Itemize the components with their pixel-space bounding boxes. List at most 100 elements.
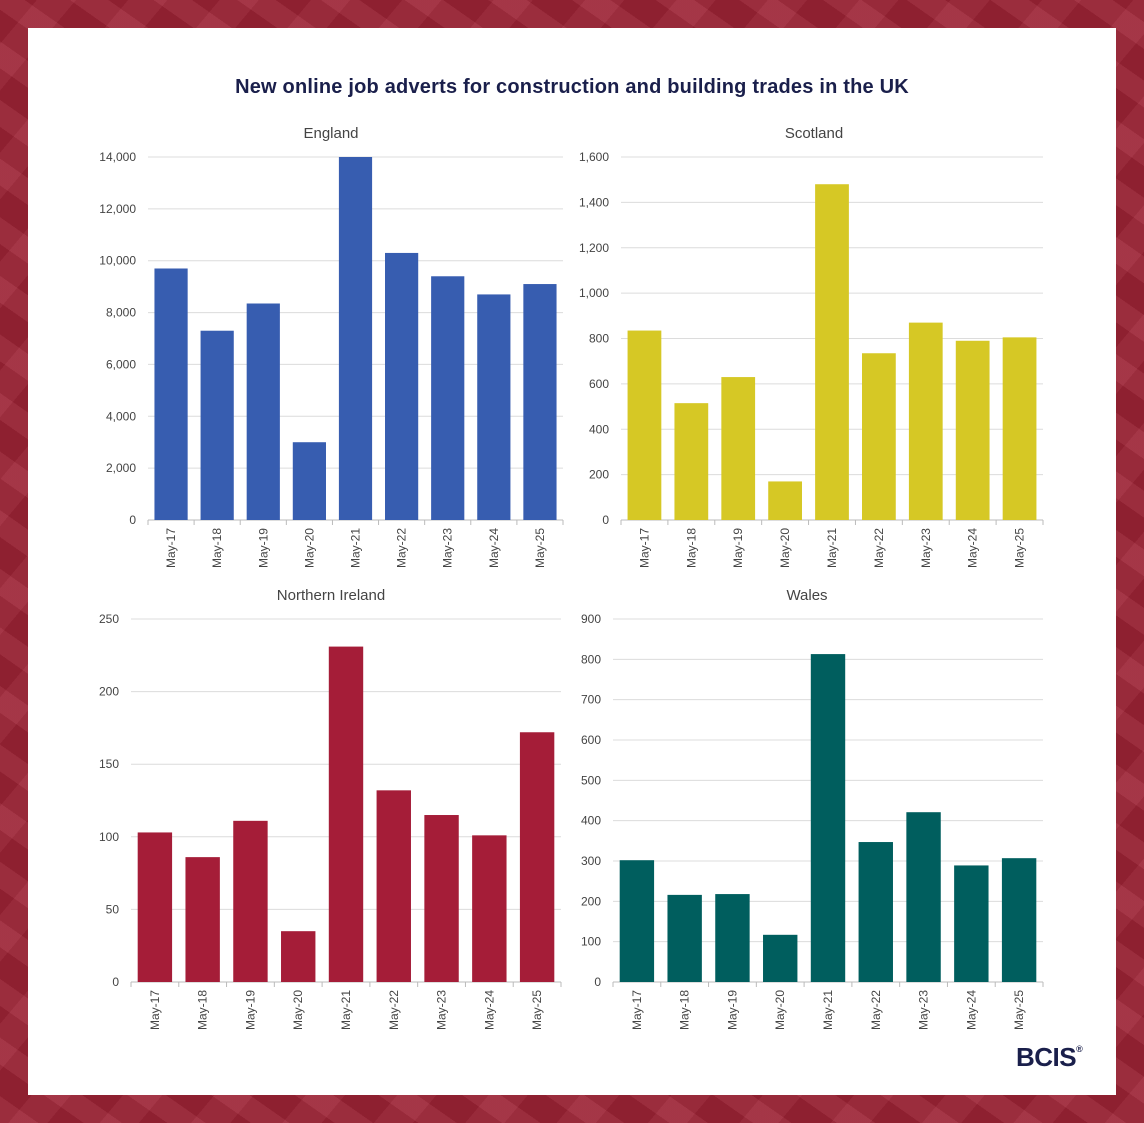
y-tick-label: 800	[581, 652, 601, 666]
bar	[763, 934, 798, 982]
bar	[715, 894, 750, 982]
bar	[523, 284, 557, 520]
y-tick-label: 500	[581, 773, 601, 787]
logo-text: BCIS	[1016, 1042, 1077, 1072]
x-tick-label: May-18	[684, 528, 698, 568]
x-tick-label: May-17	[148, 990, 162, 1030]
x-tick-label: May-19	[243, 990, 257, 1030]
bar	[137, 832, 173, 982]
x-tick-label: May-21	[821, 990, 835, 1030]
y-tick-label: 6,000	[106, 357, 136, 371]
y-tick-label: 800	[589, 332, 609, 346]
bar	[385, 252, 419, 520]
x-tick-label: May-19	[725, 990, 739, 1030]
y-tick-label: 200	[99, 685, 119, 699]
chart-title: Northern Ireland	[277, 587, 385, 604]
x-tick-label: May-23	[441, 528, 455, 568]
y-tick-label: 900	[581, 612, 601, 626]
bar	[477, 294, 511, 520]
bar	[200, 330, 234, 520]
x-tick-label: May-24	[964, 990, 978, 1030]
y-tick-label: 12,000	[99, 202, 136, 216]
bar	[281, 931, 316, 982]
bar	[815, 184, 849, 520]
bar	[908, 322, 943, 520]
x-tick-label: May-24	[487, 528, 501, 568]
y-tick-label: 0	[112, 975, 119, 989]
x-tick-label: May-17	[164, 528, 178, 568]
x-tick-label: May-19	[731, 528, 745, 568]
y-tick-label: 0	[602, 513, 609, 527]
x-tick-label: May-25	[533, 528, 547, 568]
x-tick-label: May-23	[435, 990, 449, 1030]
y-tick-label: 200	[581, 894, 601, 908]
chart-wales: Wales 0 100 200 300 400 500 600 700 800 900 May-17 M…	[581, 587, 1044, 1030]
x-tick-label: May-22	[395, 528, 409, 568]
bar	[810, 654, 846, 982]
x-tick-label: May-17	[637, 528, 651, 568]
bar	[472, 835, 507, 982]
bar	[627, 330, 662, 520]
x-tick-label: May-23	[917, 990, 931, 1030]
y-tick-label: 100	[99, 830, 119, 844]
chart-title: Scotland	[785, 125, 843, 142]
bar	[1002, 337, 1037, 520]
x-tick-label: May-18	[678, 990, 692, 1030]
y-tick-label: 14,000	[99, 150, 136, 164]
bar	[862, 353, 896, 520]
chart-title: England	[303, 125, 358, 142]
bar	[768, 481, 802, 520]
logo-registered-mark: ®	[1076, 1044, 1083, 1054]
x-tick-label: May-21	[339, 990, 353, 1030]
x-tick-label: May-21	[349, 528, 363, 568]
y-tick-label: 400	[581, 814, 601, 828]
page-title: New online job adverts for construction …	[235, 76, 909, 98]
bar	[721, 377, 756, 520]
y-tick-label: 150	[99, 757, 119, 771]
x-tick-label: May-18	[196, 990, 210, 1030]
chart-title: Wales	[786, 587, 827, 604]
bar	[328, 646, 364, 982]
x-tick-label: May-21	[825, 528, 839, 568]
charts-grid: England 0 2,000 4,000 6,000 8,000 10,000 12,000…	[99, 125, 1044, 1030]
y-tick-label: 8,000	[106, 306, 136, 320]
y-tick-label: 300	[581, 854, 601, 868]
x-tick-label: May-20	[302, 528, 316, 568]
y-tick-label: 0	[129, 513, 136, 527]
x-tick-label: May-24	[966, 528, 980, 568]
x-tick-label: May-22	[387, 990, 401, 1030]
x-tick-label: May-25	[1012, 990, 1026, 1030]
bar	[376, 790, 411, 982]
y-tick-label: 1,400	[579, 195, 609, 209]
x-tick-label: May-24	[482, 990, 496, 1030]
y-tick-label: 100	[581, 935, 601, 949]
x-tick-label: May-19	[256, 528, 270, 568]
x-tick-label: May-22	[872, 528, 886, 568]
y-tick-label: 1,000	[579, 286, 609, 300]
chart-northern-ireland: Northern Ireland 0 50 100 150 200 250 May-17 May…	[99, 587, 562, 1030]
x-tick-label: May-20	[291, 990, 305, 1030]
infographic-card: New online job adverts for construction …	[28, 28, 1116, 1095]
bar	[858, 842, 893, 982]
bcis-logo: BCIS®	[1016, 1042, 1083, 1073]
y-tick-label: 4,000	[106, 409, 136, 423]
y-tick-label: 200	[589, 468, 609, 482]
x-tick-label: May-25	[1013, 528, 1027, 568]
bar	[674, 403, 709, 520]
x-tick-label: May-20	[773, 990, 787, 1030]
chart-scotland: Scotland 0 200 400 600 800 1,000 1,200 1,400 1,60…	[579, 125, 1044, 568]
bar	[431, 276, 465, 520]
bar	[667, 894, 702, 982]
x-tick-label: May-23	[919, 528, 933, 568]
y-tick-label: 2,000	[106, 461, 136, 475]
y-tick-label: 600	[581, 733, 601, 747]
bar	[246, 303, 280, 520]
y-tick-label: 50	[106, 902, 120, 916]
x-tick-label: May-18	[210, 528, 224, 568]
bar	[185, 857, 220, 982]
y-tick-label: 400	[589, 422, 609, 436]
x-tick-label: May-25	[530, 990, 544, 1030]
y-tick-label: 1,600	[579, 150, 609, 164]
bar	[1001, 858, 1037, 982]
bar	[233, 820, 268, 982]
